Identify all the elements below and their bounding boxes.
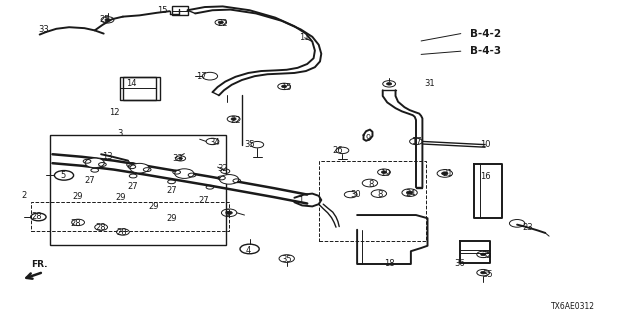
Text: 15: 15 [157, 6, 167, 15]
Text: 28: 28 [32, 212, 42, 221]
Text: 35: 35 [244, 140, 255, 149]
Text: 28: 28 [96, 223, 106, 232]
Text: 35: 35 [481, 251, 492, 260]
Circle shape [226, 211, 232, 214]
Bar [50, 135, 226, 245]
Circle shape [85, 158, 104, 168]
Text: 10: 10 [480, 140, 490, 149]
Circle shape [105, 19, 110, 21]
Text: 32: 32 [218, 164, 228, 173]
Bar [123, 77, 160, 100]
Text: 5: 5 [60, 171, 65, 180]
Text: 31: 31 [424, 79, 435, 88]
Circle shape [381, 171, 387, 173]
Text: 18: 18 [384, 260, 394, 268]
Text: 25: 25 [99, 15, 109, 24]
Text: 23: 23 [523, 223, 533, 232]
Text: 19: 19 [380, 169, 390, 178]
Text: 12: 12 [109, 108, 119, 116]
Circle shape [231, 118, 236, 120]
Text: 8: 8 [369, 180, 374, 188]
Text: 21: 21 [443, 169, 453, 178]
Circle shape [387, 83, 392, 85]
Circle shape [282, 85, 287, 88]
Circle shape [220, 175, 239, 184]
Text: 22: 22 [230, 116, 241, 124]
Text: 33: 33 [173, 154, 183, 163]
Text: 24: 24 [406, 189, 416, 198]
Text: FR.: FR. [31, 260, 47, 269]
Text: 33: 33 [38, 25, 49, 34]
Text: 2: 2 [22, 191, 27, 200]
Text: 30: 30 [350, 190, 360, 199]
Text: 16: 16 [480, 172, 490, 181]
Text: 8: 8 [378, 190, 383, 199]
Text: 28: 28 [116, 228, 127, 237]
Text: 11: 11 [300, 33, 310, 42]
Text: 13: 13 [102, 152, 113, 161]
Text: 17: 17 [196, 72, 207, 81]
Text: 14: 14 [126, 79, 136, 88]
Text: 15: 15 [282, 83, 292, 92]
Text: 3: 3 [118, 129, 123, 138]
Circle shape [442, 172, 448, 175]
Text: 27: 27 [166, 186, 177, 195]
Text: B-4-3: B-4-3 [470, 46, 502, 56]
Text: 9: 9 [365, 134, 371, 143]
Text: 27: 27 [198, 196, 209, 205]
Bar [120, 77, 156, 100]
Text: 29: 29 [166, 214, 177, 223]
Text: 17: 17 [411, 137, 421, 146]
Text: 1: 1 [298, 196, 303, 204]
Circle shape [175, 169, 194, 179]
Text: 29: 29 [148, 202, 159, 211]
Bar [31, 202, 229, 231]
Text: 6: 6 [225, 209, 230, 218]
Circle shape [481, 271, 486, 274]
Text: B-4-2: B-4-2 [470, 28, 502, 39]
Text: 35: 35 [483, 270, 493, 279]
Circle shape [406, 191, 413, 194]
Text: TX6AE0312: TX6AE0312 [551, 302, 595, 311]
Bar [319, 161, 426, 241]
Circle shape [218, 21, 223, 24]
Text: 34: 34 [209, 138, 220, 147]
Text: 36: 36 [454, 259, 465, 268]
Bar [172, 6, 188, 15]
Circle shape [179, 157, 182, 159]
Text: 22: 22 [218, 19, 228, 28]
Circle shape [130, 163, 149, 173]
Text: 27: 27 [84, 176, 95, 185]
Text: 4: 4 [246, 246, 251, 255]
Text: 29: 29 [73, 192, 83, 201]
Text: 27: 27 [128, 182, 138, 191]
Circle shape [481, 253, 486, 256]
Text: 35: 35 [282, 255, 292, 264]
Text: 29: 29 [115, 193, 125, 202]
Text: 26: 26 [333, 146, 343, 155]
Text: 28: 28 [70, 219, 81, 228]
